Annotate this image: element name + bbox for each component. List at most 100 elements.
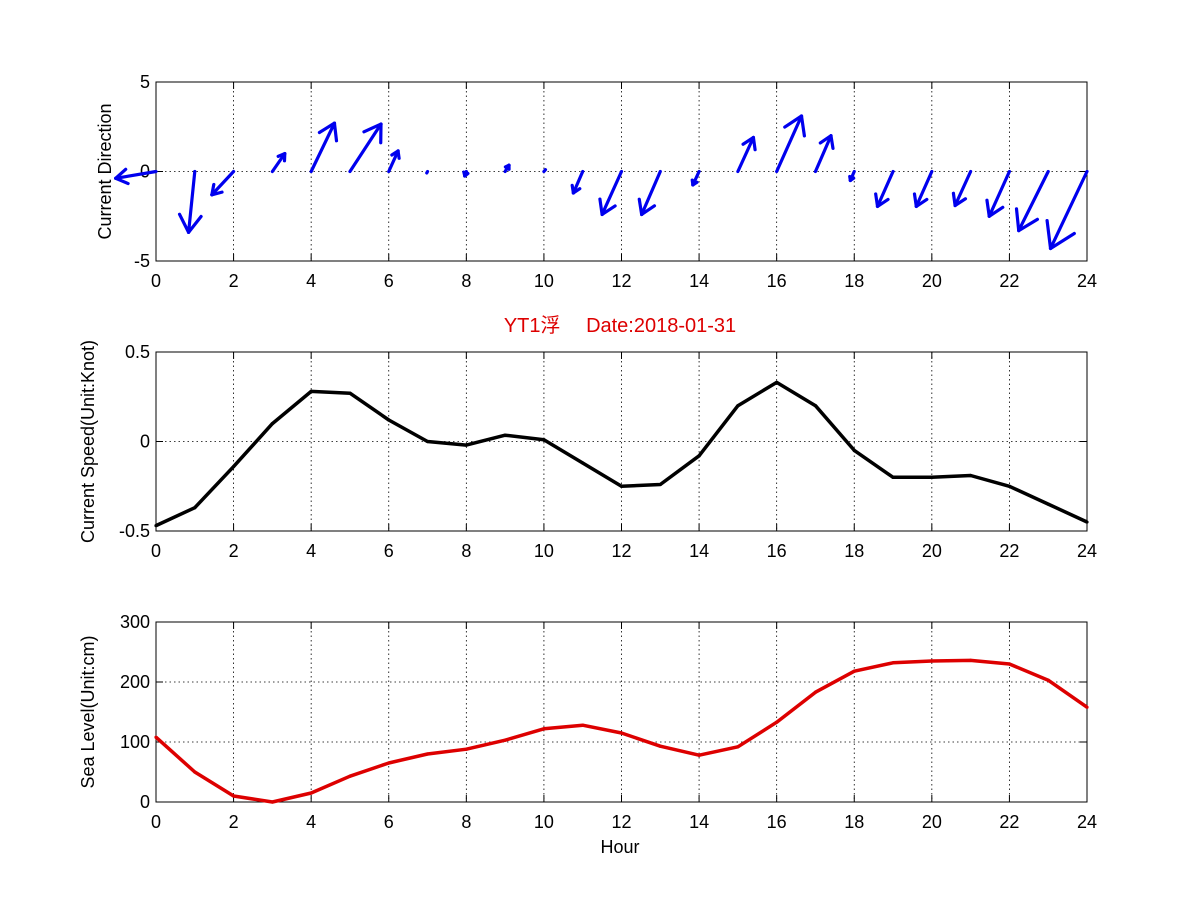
sea-level-y-tick-label: 0 [140, 792, 150, 812]
sea-level-point [581, 724, 584, 727]
current-speed-point [853, 449, 856, 452]
sea-level-point [1047, 679, 1050, 682]
speed-x-tick-label: 20 [922, 541, 942, 561]
current-speed-point [697, 454, 700, 457]
current-arrow [544, 170, 546, 172]
direction-x-tick-label: 18 [844, 271, 864, 291]
speed-x-tick-label: 24 [1077, 541, 1097, 561]
sea-level-point [969, 659, 972, 662]
sea-level-x-tick-label: 6 [384, 812, 394, 832]
current-speed-point [1085, 520, 1088, 523]
sea-level-point [542, 727, 545, 730]
sea-level-y-tick-label: 200 [120, 672, 150, 692]
sea-level-point [775, 721, 778, 724]
speed-y-tick-label: 0 [140, 432, 150, 452]
direction-x-tick-label: 16 [767, 271, 787, 291]
sea-level-point [736, 745, 739, 748]
speed-x-tick-label: 18 [844, 541, 864, 561]
speed-y-tick-label: -0.5 [119, 521, 150, 541]
sea-level-point [697, 754, 700, 757]
sea-level-point [232, 794, 235, 797]
current-arrow [505, 165, 509, 171]
current-arrow-head [334, 123, 336, 141]
sea-level-y-axis-label: Sea Level(Unit:cm) [78, 635, 98, 788]
direction-y-tick-label: 5 [140, 72, 150, 92]
current-speed-point [1047, 503, 1050, 506]
current-speed-point [193, 506, 196, 509]
sea-level-x-tick-label: 24 [1077, 812, 1097, 832]
current-speed-point [1008, 485, 1011, 488]
current-speed-point [348, 392, 351, 395]
sea-level-x-tick-label: 14 [689, 812, 709, 832]
sea-level-point [504, 739, 507, 742]
sea-level-point [271, 800, 274, 803]
direction-x-tick-label: 0 [151, 271, 161, 291]
sea-level-point [659, 745, 662, 748]
current-speed-point [930, 476, 933, 479]
current-speed-point [542, 438, 545, 441]
sea-level-point [814, 691, 817, 694]
sea-level-point [620, 731, 623, 734]
direction-x-tick-label: 22 [999, 271, 1019, 291]
sea-level-x-tick-label: 16 [767, 812, 787, 832]
sea-level-point [465, 748, 468, 751]
direction-y-axis-label: Current Direction [95, 103, 115, 239]
current-arrow-head [693, 182, 697, 185]
current-speed-point [736, 404, 739, 407]
sea-level-x-tick-label: 2 [229, 812, 239, 832]
current-speed-point [620, 485, 623, 488]
sea-level-point [348, 775, 351, 778]
x-axis-label-hour: Hour [600, 837, 639, 857]
sea-level-point [387, 761, 390, 764]
direction-y-tick-label: -5 [134, 251, 150, 271]
current-arrow-head [753, 137, 755, 149]
sea-level-x-tick-label: 10 [534, 812, 554, 832]
direction-x-tick-label: 24 [1077, 271, 1097, 291]
current-arrow-head [505, 165, 509, 167]
speed-x-tick-label: 8 [461, 541, 471, 561]
current-arrow-head [876, 194, 878, 206]
speed-x-tick-label: 2 [229, 541, 239, 561]
direction-x-tick-label: 8 [461, 271, 471, 291]
direction-x-tick-label: 2 [229, 271, 239, 291]
current-arrow-head [465, 173, 468, 175]
sea-level-x-tick-label: 4 [306, 812, 316, 832]
current-speed-point [969, 474, 972, 477]
sea-level-point [1008, 662, 1011, 665]
sea-level-point [426, 752, 429, 755]
current-arrow-head [600, 199, 602, 214]
sea-level-x-tick-label: 0 [151, 812, 161, 832]
current-speed-point [271, 422, 274, 425]
current-speed-point [891, 476, 894, 479]
speed-x-tick-label: 6 [384, 541, 394, 561]
sea-level-x-tick-label: 18 [844, 812, 864, 832]
current-speed-point [465, 443, 468, 446]
sea-level-point [193, 770, 196, 773]
speed-x-tick-label: 16 [767, 541, 787, 561]
current-arrow [427, 172, 428, 173]
speed-y-axis-label: Current Speed(Unit:Knot) [78, 340, 98, 543]
current-speed-point [775, 381, 778, 384]
sea-level-x-tick-label: 20 [922, 812, 942, 832]
current-arrow-head [1016, 209, 1018, 231]
direction-x-tick-label: 12 [611, 271, 631, 291]
current-arrow-head [850, 178, 853, 180]
direction-x-tick-label: 4 [306, 271, 316, 291]
speed-x-tick-label: 22 [999, 541, 1019, 561]
current-speed-point [232, 465, 235, 468]
current-speed-point [154, 524, 157, 527]
direction-x-tick-label: 10 [534, 271, 554, 291]
current-arrow-head [987, 200, 989, 216]
sea-level-point [154, 736, 157, 739]
sea-level-point [891, 661, 894, 664]
current-speed-point [814, 404, 817, 407]
current-speed-point [659, 483, 662, 486]
current-arrow-head [953, 193, 955, 205]
speed-x-tick-label: 4 [306, 541, 316, 561]
current-arrow-shaft [544, 170, 546, 172]
direction-x-tick-label: 14 [689, 271, 709, 291]
current-speed-point [387, 418, 390, 421]
sea-level-y-tick-label: 100 [120, 732, 150, 752]
sea-level-x-tick-label: 8 [461, 812, 471, 832]
